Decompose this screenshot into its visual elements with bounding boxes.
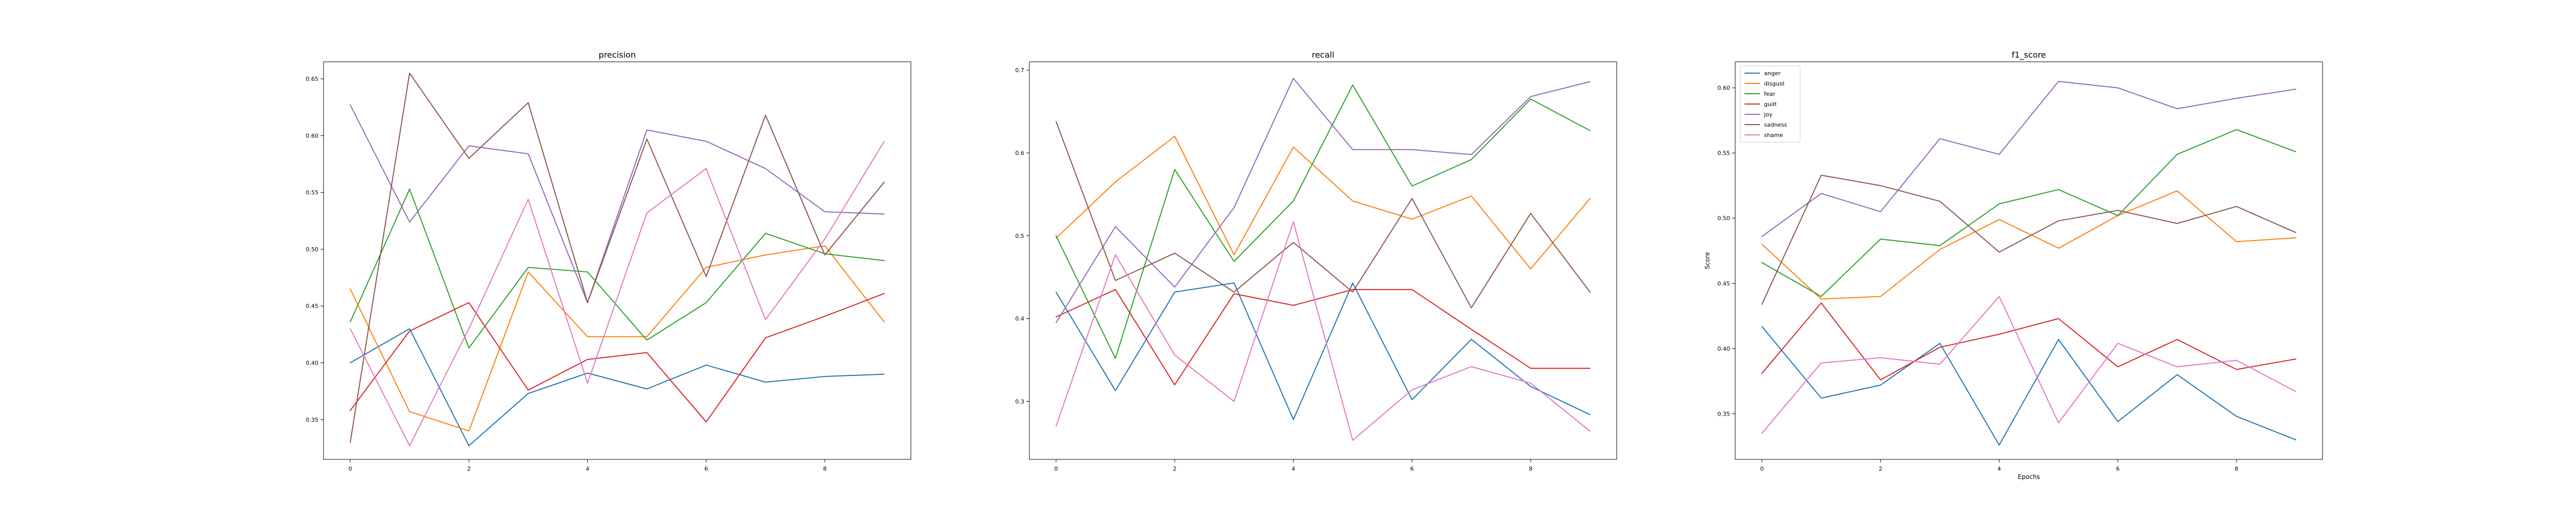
y-tick-label: 0.6 — [1015, 150, 1025, 157]
series-line-fear — [1055, 84, 1591, 359]
x-tick-label: 6 — [2116, 466, 2120, 472]
y-tick-label: 0.40 — [1718, 346, 1731, 352]
x-tick-label: 4 — [1292, 466, 1295, 472]
series-line-sadness — [349, 73, 885, 443]
series-line-joy — [1761, 80, 2297, 237]
series-line-guilt — [1055, 289, 1591, 386]
recall-chart: recall 0 2 4 6 8 0.3 0.4 0.5 0.6 0.7 — [1015, 50, 1617, 472]
series-line-guilt — [1761, 302, 2297, 381]
y-tick-label: 0.55 — [1718, 150, 1731, 157]
x-tick-label: 4 — [586, 466, 589, 472]
plot-frame — [1735, 61, 2323, 460]
series-line-sadness — [1055, 121, 1591, 308]
series-line-anger — [1761, 325, 2297, 446]
precision-chart: precision 0 2 4 6 8 0.35 0.40 0.45 0.50 0.55 0.60 0… — [306, 50, 911, 472]
chart-title: precision — [599, 50, 636, 60]
y-tick-label: 0.40 — [306, 360, 319, 367]
series-line-shame — [349, 141, 885, 447]
legend-box — [1740, 65, 1801, 143]
chart-title: f1_score — [2012, 50, 2046, 60]
legend-label-anger: anger — [1764, 70, 1781, 77]
legend-label-joy: joy — [1764, 111, 1773, 118]
x-tick-label: 2 — [467, 466, 471, 472]
y-tick-label: 0.45 — [306, 303, 319, 310]
series-line-fear — [349, 188, 885, 349]
x-tick-label: 2 — [1879, 466, 1883, 472]
x-tick-label: 6 — [1410, 466, 1414, 472]
series-line-joy — [349, 104, 885, 303]
legend-label-guilt: guilt — [1764, 101, 1777, 108]
y-tick-label: 0.35 — [1718, 410, 1731, 417]
series-line-disgust — [1761, 190, 2297, 300]
y-axis-label: Score — [1704, 252, 1711, 269]
x-tick-label: 6 — [704, 466, 708, 472]
series-line-sadness — [1761, 175, 2297, 305]
y-tick-label: 0.50 — [306, 246, 319, 253]
f1-score-chart: f1_score Epochs Score 0 2 4 6 8 0.35 0.40 0.45 0… — [1704, 50, 2323, 480]
legend-label-shame: shame — [1764, 132, 1783, 139]
y-tick-label: 0.35 — [306, 417, 319, 423]
x-tick-label: 8 — [823, 466, 827, 472]
x-axis-label: Epochs — [2018, 473, 2040, 480]
x-tick-label: 8 — [2235, 466, 2239, 472]
series-line-shame — [1761, 296, 2297, 434]
series-line-anger — [1055, 282, 1591, 420]
x-tick-label: 0 — [1760, 466, 1764, 472]
plot-frame — [323, 61, 911, 460]
series-line-disgust — [349, 245, 885, 432]
series-line-guilt — [349, 293, 885, 423]
y-tick-label: 0.60 — [306, 132, 319, 139]
series-line-fear — [1761, 129, 2297, 297]
y-tick-label: 0.7 — [1015, 67, 1025, 74]
y-tick-label: 0.45 — [1718, 280, 1731, 287]
series-line-joy — [1055, 78, 1591, 323]
y-tick-label: 0.3 — [1015, 398, 1025, 405]
legend-label-fear: fear — [1764, 91, 1775, 97]
x-tick-label: 2 — [1173, 466, 1177, 472]
x-tick-label: 8 — [1529, 466, 1533, 472]
plot-frame — [1029, 61, 1617, 460]
legend: anger disgust fear guilt joy sadness shame — [1740, 65, 1801, 143]
legend-label-disgust: disgust — [1764, 80, 1785, 87]
x-tick-label: 0 — [348, 466, 352, 472]
y-tick-label: 0.65 — [306, 76, 319, 82]
legend-label-sadness: sadness — [1764, 122, 1787, 128]
y-tick-label: 0.50 — [1718, 215, 1731, 222]
x-tick-label: 4 — [1997, 466, 2001, 472]
y-tick-label: 0.4 — [1015, 316, 1025, 322]
series-line-disgust — [1055, 135, 1591, 270]
y-tick-label: 0.55 — [306, 190, 319, 196]
y-tick-label: 0.60 — [1718, 85, 1731, 92]
y-tick-label: 0.5 — [1015, 233, 1025, 239]
series-line-shame — [1055, 221, 1591, 441]
x-tick-label: 0 — [1054, 466, 1058, 472]
chart-title: recall — [1312, 50, 1334, 60]
